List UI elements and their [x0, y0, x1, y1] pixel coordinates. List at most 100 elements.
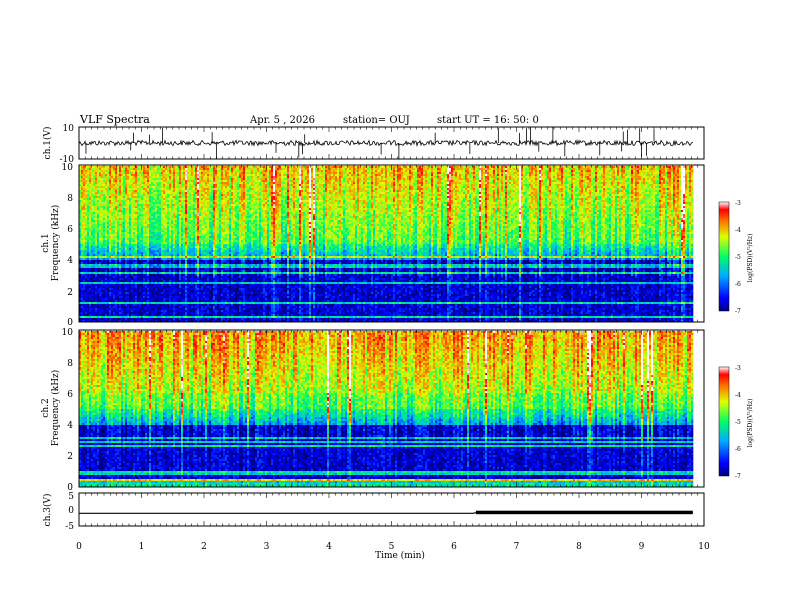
spectrogram-cell	[501, 180, 503, 182]
spectrogram-cell	[117, 174, 119, 176]
spectrogram-cell	[149, 182, 151, 184]
spectrogram-cell	[471, 168, 473, 170]
spectrogram-cell	[429, 178, 431, 180]
spectrogram-cell	[547, 166, 549, 168]
spectrogram-cell	[565, 180, 567, 182]
spectrogram-cell	[531, 168, 533, 170]
spectrogram-cell	[161, 172, 163, 174]
spectrogram-cell	[119, 178, 121, 180]
spectrogram-cell	[339, 166, 341, 168]
spectrogram-cell	[415, 178, 417, 180]
spectrogram-cell	[333, 176, 335, 178]
spectrogram-cell	[399, 176, 401, 178]
spectrogram-cell	[621, 170, 623, 172]
spectrogram-cell	[523, 168, 525, 170]
spectrogram-cell	[607, 172, 609, 174]
spectrogram-cell	[453, 178, 455, 180]
spectrogram-cell	[437, 174, 439, 176]
spectrogram-cell	[387, 170, 389, 172]
spectrogram-cell	[513, 178, 515, 180]
spectrogram-cell	[573, 178, 575, 180]
spectrogram-cell	[119, 170, 121, 172]
spectrogram-cell	[453, 176, 455, 178]
spectrogram-cell	[85, 170, 87, 172]
spectrogram-cell	[579, 176, 581, 178]
spectrogram-cell	[325, 178, 327, 180]
spectrogram-cell	[203, 180, 205, 182]
spectrogram-cell	[129, 170, 131, 172]
spectrogram-cell	[179, 178, 181, 180]
spectrogram-cell	[95, 176, 97, 178]
spectrogram-cell	[283, 170, 285, 172]
spectrogram-cell	[379, 170, 381, 172]
spectrogram-cell	[459, 172, 461, 174]
spectrogram-cell	[185, 170, 187, 172]
spectrogram-cell	[277, 180, 279, 182]
spectrogram-cell	[367, 180, 369, 182]
spectrogram-cell	[293, 168, 295, 170]
spectrogram-cell	[289, 172, 291, 174]
spectrogram-cell	[643, 172, 645, 174]
spectrogram-cell	[579, 174, 581, 176]
spectrogram-cell	[95, 180, 97, 182]
spectrogram-cell	[257, 168, 259, 170]
spectrogram-cell	[353, 174, 355, 176]
spectrogram-cell	[613, 172, 615, 174]
spectrogram-cell	[619, 178, 621, 180]
spectrogram-cell	[575, 166, 577, 168]
spectrogram-cell	[295, 172, 297, 174]
spectrogram-cell	[293, 170, 295, 172]
spectrogram-cell	[575, 170, 577, 172]
spectrogram-cell	[183, 180, 185, 182]
spectrogram-cell	[97, 170, 99, 172]
spectrogram-cell	[211, 170, 213, 172]
spectrogram-cell	[307, 180, 309, 182]
spectrogram-cell	[419, 178, 421, 180]
spectrogram-cell	[541, 176, 543, 178]
spectrogram-cell	[169, 176, 171, 178]
spectrogram-cell	[107, 170, 109, 172]
spectrogram-cell	[199, 172, 201, 174]
spectrogram-cell	[293, 180, 295, 182]
spectrogram-cell	[427, 180, 429, 182]
spectrogram-cell	[99, 168, 101, 170]
spectrogram-cell	[259, 176, 261, 178]
spectrogram-cell	[615, 168, 617, 170]
spectrogram-cell	[423, 180, 425, 182]
spectrogram-cell	[437, 180, 439, 182]
spectrogram-cell	[213, 176, 215, 178]
spectrogram-cell	[261, 174, 263, 176]
spectrogram-cell	[529, 180, 531, 182]
spectrogram-cell	[241, 168, 243, 170]
spectrogram-cell	[667, 166, 669, 168]
spectrogram-cell	[249, 174, 251, 176]
spectrogram-cell	[593, 168, 595, 170]
spectrogram-cell	[331, 168, 333, 170]
spectrogram-cell	[281, 174, 283, 176]
spectrogram-cell	[613, 174, 615, 176]
spectrogram-cell	[231, 180, 233, 182]
spectrogram-cell	[127, 170, 129, 172]
spectrogram-cell	[375, 174, 377, 176]
spectrogram-cell	[657, 174, 659, 176]
spectrogram-cell	[287, 176, 289, 178]
spectrogram-cell	[311, 180, 313, 182]
spectrogram-cell	[145, 170, 147, 172]
spectrogram-cell	[85, 174, 87, 176]
spectrogram-cell	[651, 178, 653, 180]
spectrogram-cell	[203, 172, 205, 174]
spectrogram-cell	[521, 180, 523, 182]
spectrogram-cell	[243, 168, 245, 170]
spectrogram-cell	[309, 176, 311, 178]
spectrogram-cell	[457, 166, 459, 168]
spectrogram-cell	[341, 174, 343, 176]
spectrogram-cell	[319, 172, 321, 174]
spectrogram-cell	[669, 172, 671, 174]
spectrogram-cell	[375, 170, 377, 172]
spectrogram-cell	[261, 172, 263, 174]
spectrogram-cell	[231, 172, 233, 174]
spectrogram-cell	[469, 166, 471, 168]
spectrogram-cell	[193, 178, 195, 180]
spectrogram-cell	[653, 178, 655, 180]
spectrogram-cell	[385, 168, 387, 170]
